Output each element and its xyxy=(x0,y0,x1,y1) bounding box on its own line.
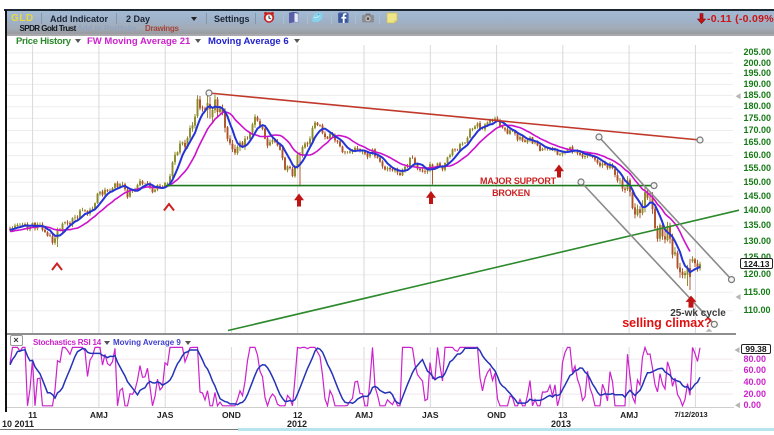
svg-text:25-wk cycle: 25-wk cycle xyxy=(670,308,726,319)
svg-text:BROKEN: BROKEN xyxy=(492,188,530,198)
svg-text:MAJOR SUPPORT: MAJOR SUPPORT xyxy=(480,176,557,186)
svg-text:selling climax?: selling climax? xyxy=(622,316,712,330)
